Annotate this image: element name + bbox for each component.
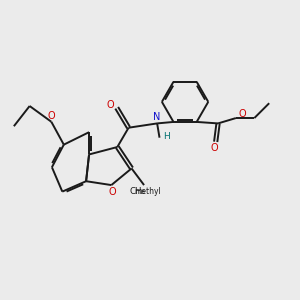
Text: O: O — [210, 143, 218, 153]
Text: methyl: methyl — [134, 187, 161, 196]
Text: H: H — [163, 132, 170, 141]
Text: CH₃: CH₃ — [130, 187, 146, 196]
Text: O: O — [108, 187, 116, 196]
Text: O: O — [238, 109, 246, 118]
Text: O: O — [106, 100, 114, 110]
Text: O: O — [48, 111, 56, 121]
Text: N: N — [153, 112, 160, 122]
